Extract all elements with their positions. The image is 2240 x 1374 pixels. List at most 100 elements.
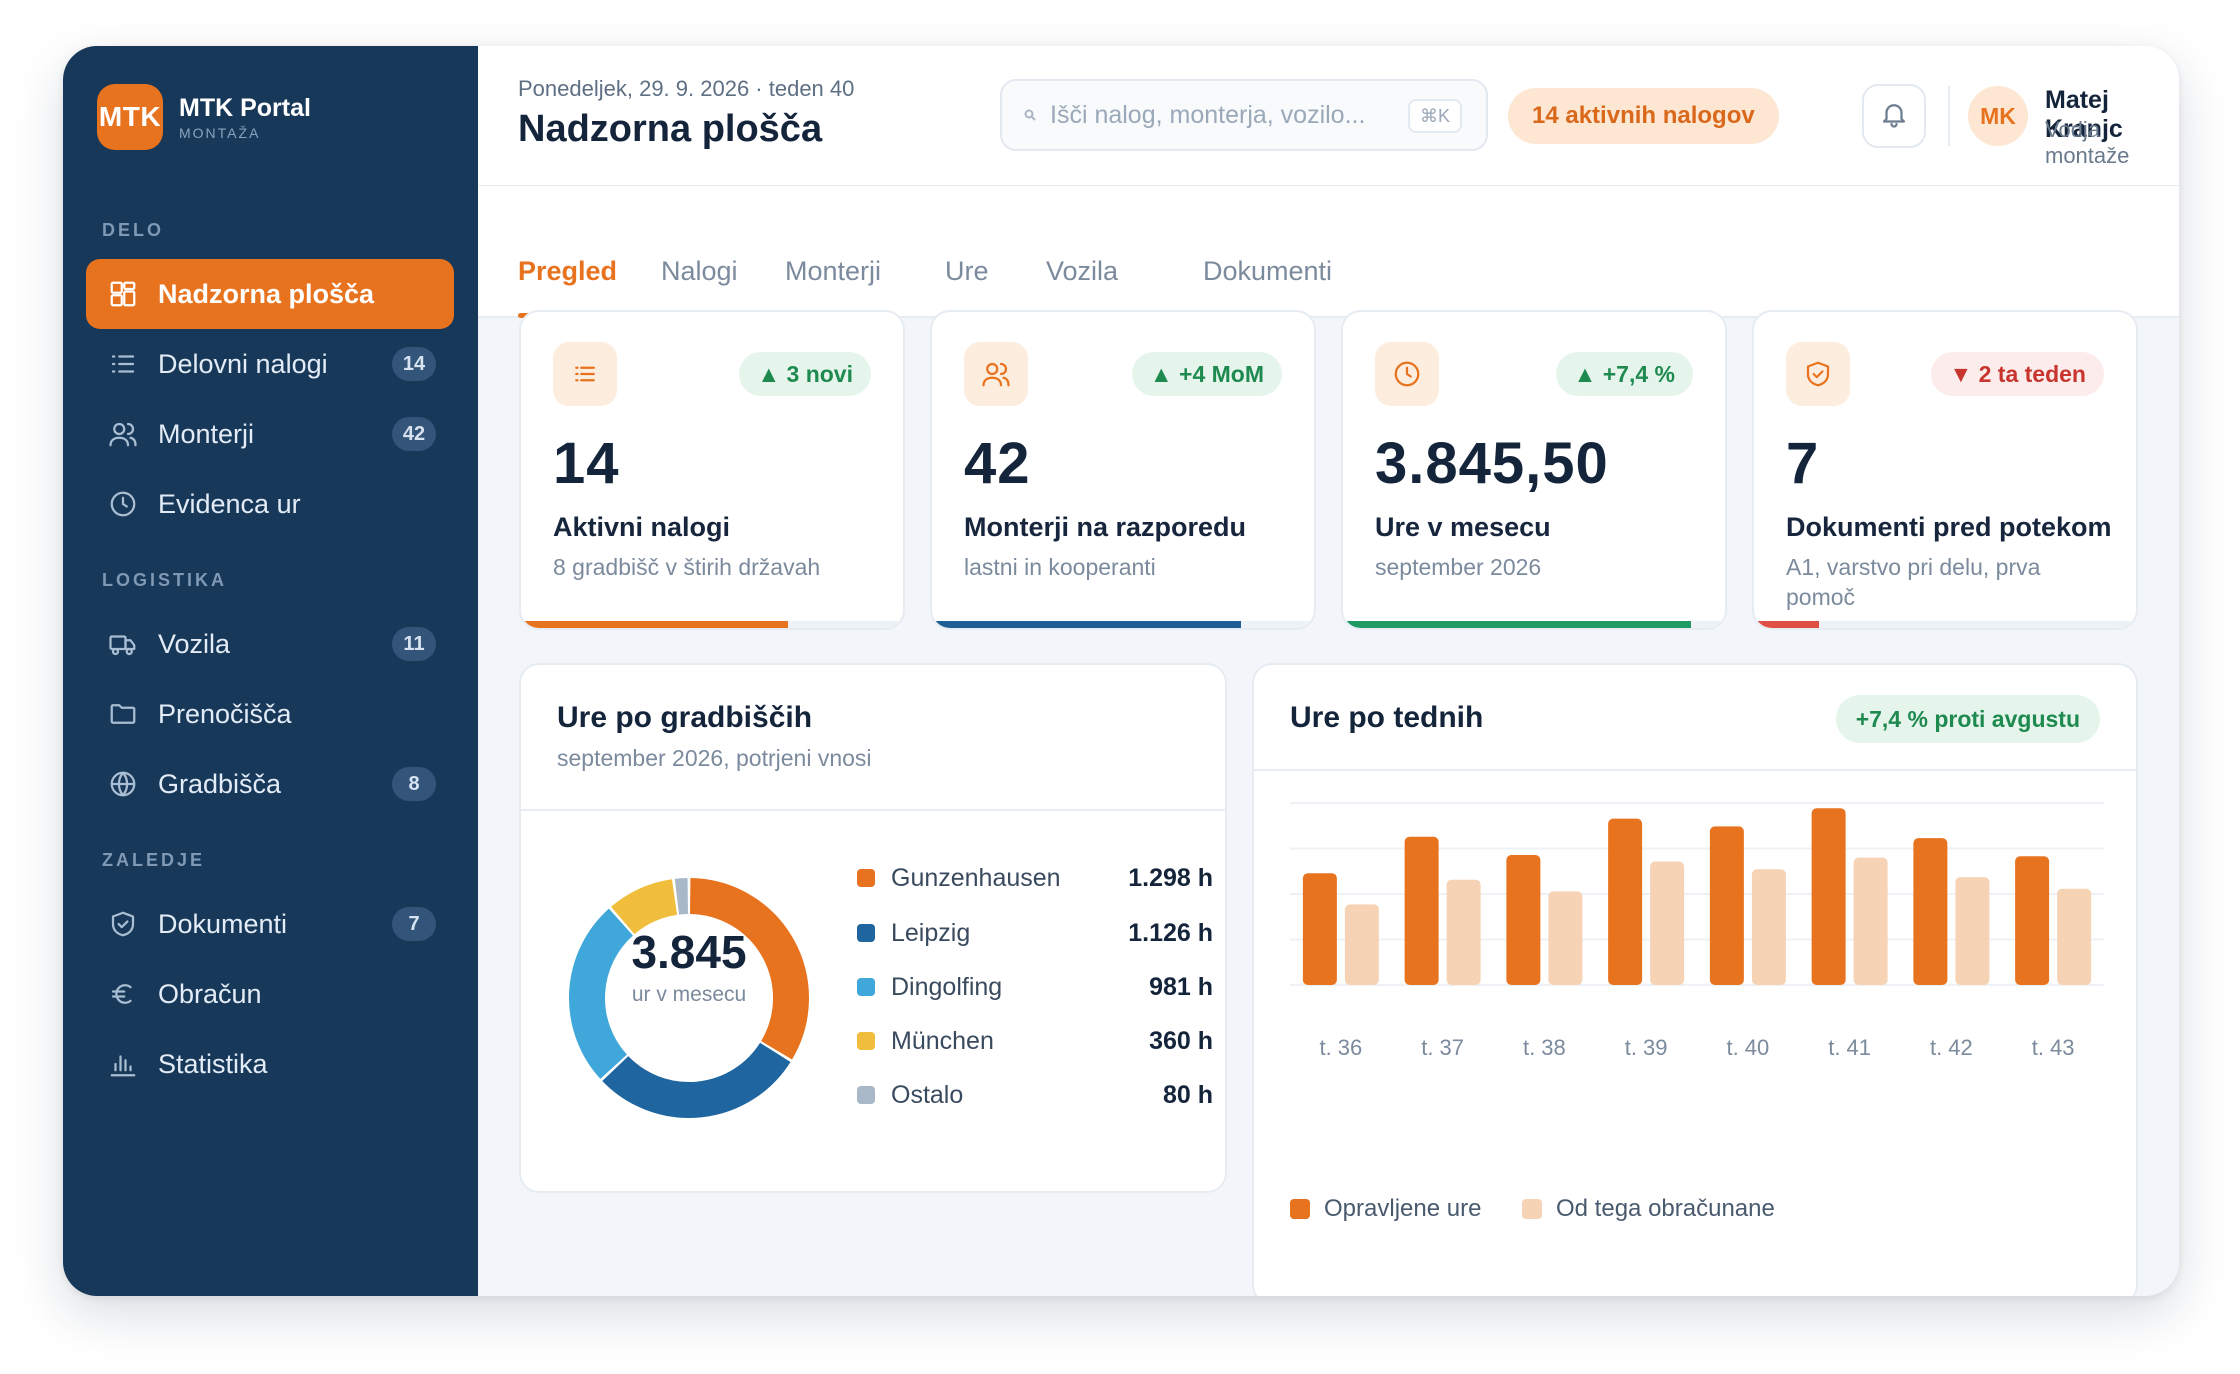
trend-pill: +7,4 % proti avgustu xyxy=(1835,695,2100,743)
trend-badge: ▲ +4 MoM xyxy=(1131,352,1282,396)
kpi-value: 42 xyxy=(964,431,1031,496)
bell-icon xyxy=(1879,99,1909,134)
bar-billed-37[interactable] xyxy=(1446,879,1481,985)
sidebar-item-label: Evidenca ur xyxy=(158,488,301,519)
bar-worked-39[interactable] xyxy=(1608,818,1643,985)
section-label-logistika: LOGISTIKA xyxy=(102,570,227,590)
kpi-card-hours[interactable]: ▲ +7,4 % 3.845,50 Ure v mesecu september… xyxy=(1341,310,1727,630)
users-icon xyxy=(106,417,140,451)
sidebar: MTK MTK Portal MONTAŽA DELO Nadzorna plo… xyxy=(63,46,478,1296)
bar-billed-36[interactable] xyxy=(1344,904,1379,985)
sidebar-item-dokumenti[interactable]: Dokumenti 7 xyxy=(86,889,454,959)
kpi-card-expiring-docs[interactable]: ▼ 2 ta teden 7 Dokumenti pred potekom A1… xyxy=(1752,310,2138,630)
sidebar-item-vozila[interactable]: Vozila 11 xyxy=(86,609,454,679)
sidebar-item-label: Obračun xyxy=(158,978,262,1009)
tab-bar: Pregled Nalogi Monterji Ure Vozila Dokum… xyxy=(478,186,2179,318)
kpi-progress-fill xyxy=(521,621,789,628)
truck-icon xyxy=(106,627,140,661)
x-tick-label: t. 41 xyxy=(1828,1035,1871,1060)
legend-name: München xyxy=(891,1026,994,1055)
bar-worked-42[interactable] xyxy=(1913,838,1948,985)
top-header: Ponedeljek, 29. 9. 2026 · teden 40 Nadzo… xyxy=(478,46,2179,186)
x-tick-label: t. 40 xyxy=(1726,1035,1769,1060)
kpi-label: Monterji na razporedu xyxy=(964,512,1247,542)
sidebar-item-delovni-nalogi[interactable]: Delovni nalogi 14 xyxy=(86,329,454,399)
sidebar-item-label: Dokumenti xyxy=(158,908,288,939)
clock-icon xyxy=(1375,342,1439,406)
bar-billed-41[interactable] xyxy=(1853,857,1888,985)
panel-title: Ure po gradbiščih xyxy=(557,701,813,734)
legend-value: 1.298 h xyxy=(1128,863,1213,892)
donut-chart xyxy=(569,878,809,1118)
sidebar-item-evidenca-ur[interactable]: Evidenca ur xyxy=(86,469,454,539)
active-orders-pill[interactable]: 14 aktivnih nalogov xyxy=(1508,88,1779,144)
sidebar-item-label: Gradbišča xyxy=(158,768,282,799)
sidebar-item-label: Delovni nalogi xyxy=(158,348,328,379)
kpi-progress-track xyxy=(1754,621,2136,628)
donut-slice-ostalo[interactable] xyxy=(674,878,689,915)
bar-billed-38[interactable] xyxy=(1548,891,1583,985)
user-name[interactable]: Matej Kranjc xyxy=(2045,86,2123,143)
legend-swatch xyxy=(1290,1199,1310,1219)
kpi-progress-track xyxy=(1343,621,1725,628)
tab-vozila[interactable]: Vozila xyxy=(1046,256,1119,286)
kpi-card-installers[interactable]: ▲ +4 MoM 42 Monterji na razporedu lastni… xyxy=(930,310,1316,630)
legend-swatch xyxy=(857,1086,875,1104)
count-badge: 11 xyxy=(392,627,436,661)
panel-title: Ure po tednih xyxy=(1290,701,1484,734)
bar-worked-41[interactable] xyxy=(1811,808,1846,985)
tab-nalogi[interactable]: Nalogi xyxy=(661,256,738,286)
list-icon xyxy=(106,347,140,381)
legend-name: Dingolfing xyxy=(891,972,1003,1001)
donut-slice-leipzig[interactable] xyxy=(602,1042,791,1118)
donut-slice-m-nchen[interactable] xyxy=(611,879,678,935)
kpi-label: Dokumenti pred potekom xyxy=(1786,512,2112,542)
sidebar-item-prenocisca[interactable]: Prenočišča xyxy=(86,679,454,749)
avatar[interactable]: MK xyxy=(1968,86,2028,146)
kpi-value: 7 xyxy=(1786,431,1820,496)
kpi-card-active-orders[interactable]: ▲ 3 novi 14 Aktivni nalogi 8 gradbišč v … xyxy=(519,310,905,630)
search-input[interactable] xyxy=(1050,100,1390,130)
dashboard-icon xyxy=(106,277,140,311)
sidebar-item-monterji[interactable]: Monterji 42 xyxy=(86,399,454,469)
search-icon xyxy=(1024,107,1040,123)
bar-billed-43[interactable] xyxy=(2057,888,2092,985)
sidebar-item-gradbisca[interactable]: Gradbišča 8 xyxy=(86,749,454,819)
tab-pregled[interactable]: Pregled xyxy=(518,256,618,286)
bar-worked-40[interactable] xyxy=(1709,826,1744,985)
brand-subtitle: MONTAŽA xyxy=(179,125,261,141)
tab-monterji[interactable]: Monterji xyxy=(785,256,882,286)
donut-slice-gunzenhausen[interactable] xyxy=(689,878,809,1060)
sidebar-item-label: Prenočišča xyxy=(158,698,292,729)
bar-billed-42[interactable] xyxy=(1955,877,1990,985)
tab-dokumenti[interactable]: Dokumenti xyxy=(1203,256,1333,286)
count-badge: 8 xyxy=(392,767,436,801)
kpi-progress-track xyxy=(521,621,903,628)
bar-worked-37[interactable] xyxy=(1404,836,1439,985)
bar-worked-36[interactable] xyxy=(1302,873,1337,985)
kpi-subtext: A1, varstvo pri delu, prva pomoč xyxy=(1786,554,2041,610)
x-tick-label: t. 38 xyxy=(1523,1035,1566,1060)
sidebar-item-statistika[interactable]: Statistika xyxy=(86,1029,454,1099)
count-badge: 14 xyxy=(392,347,436,381)
sidebar-item-dashboard[interactable]: Nadzorna plošča xyxy=(86,259,454,329)
user-role: Vodja montaže xyxy=(2045,117,2130,168)
kpi-label: Aktivni nalogi xyxy=(553,512,731,542)
legend-row: München 360 h xyxy=(857,1024,1213,1058)
kpi-value: 14 xyxy=(553,431,620,496)
shield-icon xyxy=(106,907,140,941)
legend-swatch xyxy=(857,1032,875,1050)
search-box[interactable]: ⌘K xyxy=(1000,79,1488,151)
sidebar-item-label: Monterji xyxy=(158,418,255,449)
brand[interactable]: MTK MTK Portal MONTAŽA xyxy=(97,84,311,150)
bar-worked-38[interactable] xyxy=(1506,855,1541,985)
sidebar-item-obracun[interactable]: Obračun xyxy=(86,959,454,1029)
notifications-button[interactable] xyxy=(1862,84,1926,148)
bar-billed-40[interactable] xyxy=(1751,869,1786,985)
bar-billed-39[interactable] xyxy=(1650,861,1685,986)
tab-ure[interactable]: Ure xyxy=(945,256,989,286)
bar-worked-43[interactable] xyxy=(2015,856,2050,985)
legend-value: 1.126 h xyxy=(1128,918,1213,947)
legend-name: Ostalo xyxy=(891,1080,964,1109)
donut-slice-dingolfing[interactable] xyxy=(569,908,634,1079)
